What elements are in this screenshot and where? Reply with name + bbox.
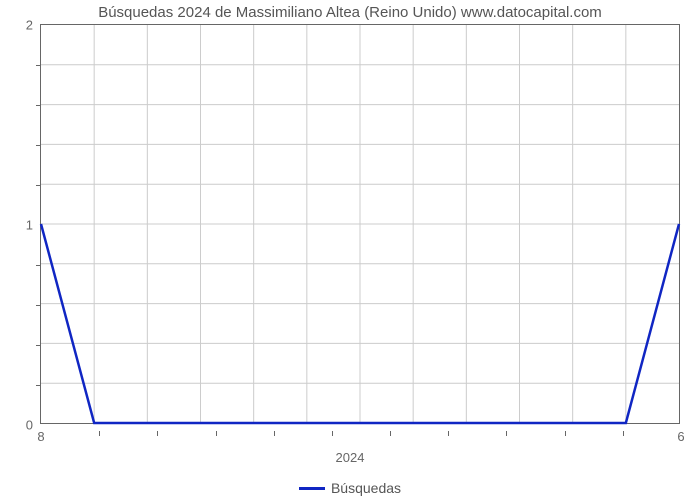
x-minor-tick	[565, 431, 566, 436]
x-minor-tick	[99, 431, 100, 436]
x-minor-tick	[274, 431, 275, 436]
x-tick-label-right: 6	[677, 423, 684, 444]
y-tick-label: 1	[26, 218, 41, 233]
y-minor-tick	[36, 145, 41, 146]
x-minor-tick	[506, 431, 507, 436]
chart-title: Búsquedas 2024 de Massimiliano Altea (Re…	[0, 4, 700, 21]
legend-swatch	[299, 487, 325, 490]
x-axis-label: 2024	[0, 450, 700, 465]
x-minor-tick	[216, 431, 217, 436]
x-minor-tick	[390, 431, 391, 436]
plot-area: 01286	[40, 24, 680, 424]
chart-container: Búsquedas 2024 de Massimiliano Altea (Re…	[0, 0, 700, 500]
y-minor-tick	[36, 385, 41, 386]
y-minor-tick	[36, 185, 41, 186]
legend: Búsquedas	[0, 480, 700, 496]
x-tick-label-left: 8	[37, 423, 44, 444]
data-line	[41, 224, 679, 423]
y-minor-tick	[36, 65, 41, 66]
legend-label: Búsquedas	[331, 480, 401, 496]
data-line-svg	[41, 25, 679, 423]
y-minor-tick	[36, 265, 41, 266]
y-minor-tick	[36, 305, 41, 306]
y-tick-label: 2	[26, 18, 41, 33]
x-minor-tick	[157, 431, 158, 436]
x-minor-tick	[623, 431, 624, 436]
x-minor-tick	[332, 431, 333, 436]
x-minor-tick	[448, 431, 449, 436]
y-minor-tick	[36, 345, 41, 346]
y-minor-tick	[36, 105, 41, 106]
